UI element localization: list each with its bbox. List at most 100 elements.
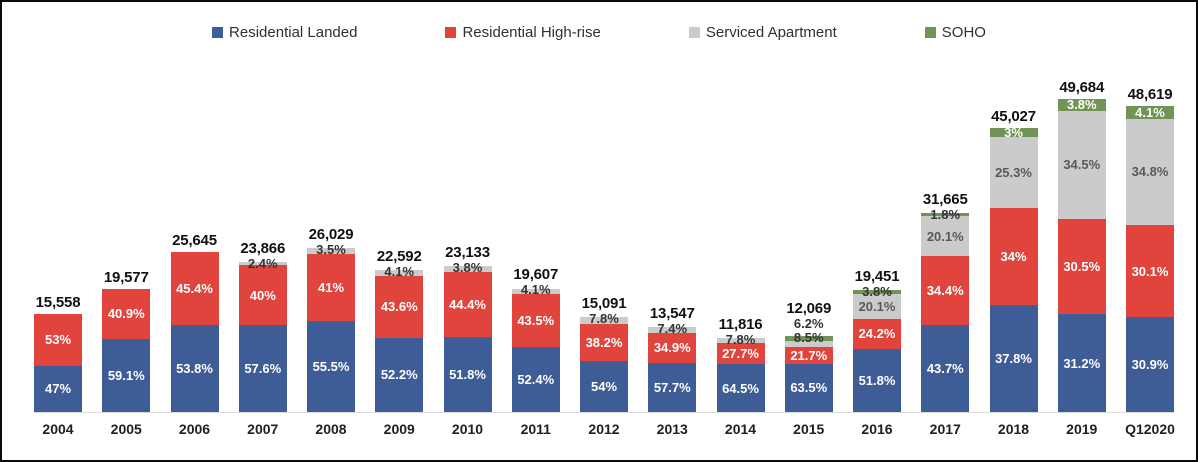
segment-serviced-apartment — [784, 340, 833, 348]
total-label: 23,133 — [445, 244, 490, 262]
segment-label: 37.8% — [995, 350, 1032, 366]
segment-residential-landed: 59.1% — [102, 339, 151, 412]
above-bar-labels: 48,619 — [1112, 86, 1188, 103]
total-label: 19,577 — [103, 268, 149, 286]
segment-label: 45.4% — [176, 280, 213, 296]
segment-residential-high-rise: 34.9% — [648, 332, 697, 363]
segment-residential-high-rise: 27.7% — [716, 343, 765, 364]
chart-legend: Residential Landed Residential High-rise S… — [2, 24, 1196, 41]
above-bar-labels: 12,069 6.2% 8.5% — [771, 300, 847, 345]
total-label: 26,029 — [308, 226, 354, 244]
legend-label: Residential Landed — [229, 24, 358, 41]
segment-label: 25.3% — [995, 164, 1032, 180]
total-label: 48,619 — [1127, 86, 1173, 104]
total-label: 31,665 — [922, 190, 968, 208]
segment-label: 52.2% — [380, 367, 418, 383]
above-bar-labels: 25,645 — [157, 232, 233, 249]
category-label: 2006 — [178, 421, 211, 437]
segment-label-outside: 6.2% — [793, 316, 824, 332]
above-bar-labels: 19,451 3.8% — [839, 268, 915, 299]
segment-label: 34.4% — [926, 283, 964, 299]
stacked-bar: 40.9% 59.1% — [102, 288, 151, 412]
bar-column-2004: 53% 47% 15,558 2004 — [34, 96, 82, 437]
legend-label: Residential High-rise — [462, 24, 601, 41]
total-label: 11,816 — [718, 315, 763, 333]
above-bar-labels: 49,684 — [1044, 79, 1120, 96]
segment-label: 51.8% — [858, 372, 896, 388]
segment-label: 55.5% — [312, 359, 350, 374]
segment-label: 57.7% — [653, 379, 691, 395]
segment-label-outside: 3.8% — [862, 283, 892, 299]
segment-residential-landed: 57.7% — [648, 362, 697, 412]
segment-serviced-apartment: 20.1% — [921, 216, 970, 257]
legend-item-serviced-apartment: Serviced Apartment — [688, 24, 837, 41]
above-bar-labels: 15,091 7.8% — [566, 295, 642, 326]
segment-soho — [784, 336, 833, 341]
segment-label: 31.2% — [1063, 355, 1101, 371]
category-label: 2004 — [42, 421, 74, 437]
legend-swatch-icon — [688, 27, 700, 38]
above-bar-labels: 45,027 — [976, 108, 1052, 125]
category-label: 2019 — [1066, 421, 1098, 437]
segment-residential-high-rise: 24.2% — [853, 318, 901, 349]
above-bar-labels: 13,547 7.4% — [634, 305, 710, 336]
legend-item-residential-landed: Residential Landed — [212, 24, 357, 41]
category-label: 2012 — [588, 421, 620, 437]
segment-soho — [921, 212, 970, 217]
segment-residential-high-rise: 34% — [989, 208, 1038, 305]
segment-label: 57.6% — [244, 361, 282, 377]
segment-label-outside: 7.4% — [657, 320, 688, 336]
segment-label: 54% — [590, 378, 618, 394]
total-label: 13,547 — [649, 304, 695, 322]
segment-label-outside: 1.8% — [930, 206, 961, 222]
segment-residential-landed: 51.8% — [853, 348, 901, 412]
segment-residential-landed: 63.5% — [784, 363, 833, 412]
segment-soho: 4.1% — [1126, 106, 1174, 119]
bar-column-2009: 43.6% 52.2% 22,592 4.1% 2009 — [375, 96, 424, 437]
above-bar-labels: 26,029 3.5% — [293, 226, 369, 257]
segment-residential-high-rise: 53% — [34, 314, 82, 366]
segment-label-outside: 4.1% — [520, 282, 551, 298]
segment-label: 34.5% — [1063, 157, 1101, 173]
segment-serviced-apartment: 34.5% — [1057, 110, 1106, 219]
stacked-bar: 43.5% 52.4% — [511, 288, 560, 412]
segment-label: 24.2% — [858, 326, 896, 342]
bar-column-2012: 38.2% 54% 15,091 7.8% 2012 — [580, 96, 628, 437]
above-bar-labels: 19,577 — [88, 269, 164, 286]
segment-label: 20.1% — [926, 228, 964, 244]
segment-residential-high-rise: 30.5% — [1057, 218, 1106, 315]
segment-label-outside: 4.1% — [384, 263, 415, 279]
above-bar-labels: 19,607 4.1% — [498, 266, 574, 297]
segment-label: 43.5% — [517, 312, 555, 328]
bar-column-2014: 27.7% 64.5% 11,816 7.8% 2014 — [716, 96, 765, 437]
stacked-bar: 20.1% 34.4% 43.7% — [921, 212, 970, 412]
category-label: 2014 — [724, 421, 757, 437]
segment-residential-landed: 53.8% — [170, 325, 219, 412]
segment-label: 30.9% — [1131, 357, 1169, 373]
above-bar-labels: 22,592 4.1% — [361, 248, 437, 279]
segment-residential-landed: 51.8% — [443, 336, 492, 412]
segment-residential-landed: 64.5% — [716, 364, 765, 412]
bar-column-q12020: 4.1% 34.8% 30.1% 30.9% 48,619 Q12020 — [1125, 86, 1175, 437]
legend-item-soho: SOHO — [924, 24, 986, 41]
segment-residential-landed: 54% — [580, 360, 628, 412]
total-label: 45,027 — [991, 108, 1036, 126]
stacked-bar: 21.7% 63.5% — [784, 336, 833, 412]
segment-serviced-apartment: 25.3% — [989, 136, 1038, 209]
above-bar-labels: 15,558 — [20, 294, 96, 311]
segment-label: 34% — [1000, 249, 1027, 265]
stacked-bar: 3.8% 34.5% 30.5% 31.2% — [1057, 98, 1106, 412]
total-label: 23,866 — [240, 239, 286, 257]
above-bar-labels: 23,133 3.8% — [430, 244, 506, 275]
segment-label-outside: 7.8% — [725, 331, 756, 347]
category-label: 2013 — [656, 421, 688, 437]
segment-serviced-apartment — [307, 248, 355, 254]
segment-soho — [853, 289, 901, 295]
segment-label: 34.9% — [653, 340, 691, 356]
bar-column-2007: 40% 57.6% 23,866 2.4% 2007 — [238, 96, 287, 437]
segment-label: 30.5% — [1063, 259, 1101, 275]
segment-residential-landed: 52.4% — [511, 347, 560, 412]
segment-label-outside: 2.4% — [247, 255, 278, 271]
segment-residential-landed: 57.6% — [238, 325, 287, 412]
